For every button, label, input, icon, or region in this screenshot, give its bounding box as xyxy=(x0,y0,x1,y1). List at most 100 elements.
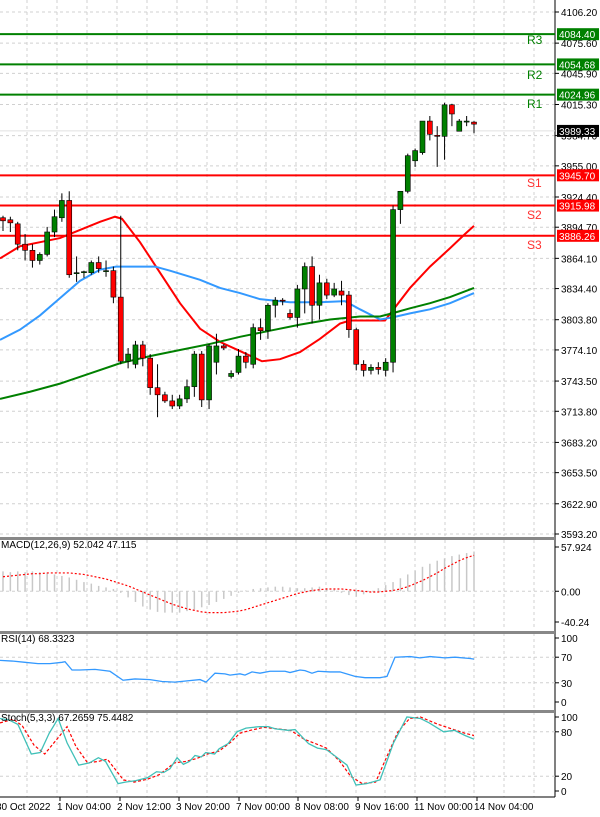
candle xyxy=(184,379,190,403)
level-label-s1: S1 xyxy=(527,176,542,190)
time-label: 14 Nov 04:00 xyxy=(474,802,534,813)
candle-body xyxy=(382,361,389,371)
price-axis[interactable]: 4106.20 4075.60 4045.90 4015.30 3984.70 3955.… xyxy=(555,8,599,541)
candle-body xyxy=(404,155,411,192)
candle-body xyxy=(279,299,286,302)
level-label-s3: S3 xyxy=(527,238,542,252)
pane-separator[interactable] xyxy=(0,710,555,713)
candle xyxy=(154,364,161,418)
candle xyxy=(235,349,242,375)
level-price-r3: 4084.40 xyxy=(559,30,596,41)
candle xyxy=(191,351,198,397)
macd-signal-line xyxy=(2,554,475,614)
candle-body xyxy=(81,271,87,273)
price-tick-label: 4075.60 xyxy=(561,39,598,50)
pane-separator[interactable] xyxy=(0,631,555,634)
candle xyxy=(338,280,345,306)
candle xyxy=(301,262,308,314)
candle xyxy=(29,244,36,268)
current-price-tag xyxy=(557,124,599,137)
price-tick-label: 3593.20 xyxy=(561,530,598,541)
macd-pane[interactable]: 57.924 0.00 -40.24 xyxy=(0,543,592,629)
candle-body xyxy=(73,272,80,274)
candle xyxy=(434,126,441,167)
candle-body xyxy=(287,313,293,318)
candle-body xyxy=(301,266,308,290)
price-pane[interactable] xyxy=(0,0,556,798)
candle xyxy=(95,256,102,273)
candle xyxy=(7,216,14,232)
grid-lines xyxy=(0,0,555,797)
candle xyxy=(257,318,264,340)
candle-body xyxy=(412,150,418,162)
candle-body xyxy=(147,357,153,388)
level-price-s1: 3945.70 xyxy=(559,171,596,182)
candle xyxy=(250,323,257,369)
price-tick-label: 3683.20 xyxy=(561,438,598,449)
candle xyxy=(66,191,73,278)
candle xyxy=(427,115,433,141)
time-label: 1 Nov 04:00 xyxy=(57,802,111,813)
candle xyxy=(316,274,323,320)
candle-body xyxy=(434,135,441,137)
candle-body xyxy=(88,262,95,273)
candle-body xyxy=(257,327,264,331)
candle xyxy=(59,193,65,222)
level-label-r1: R1 xyxy=(527,97,543,111)
candle xyxy=(353,327,360,371)
candle xyxy=(412,148,418,167)
rsi-pane[interactable]: 100 70 30 0 xyxy=(0,634,578,709)
candle xyxy=(132,340,139,369)
candle-body xyxy=(220,345,227,349)
price-tick-label: 3984.70 xyxy=(561,132,598,143)
stochastic-pane[interactable]: 100 80 20 0 xyxy=(0,713,578,798)
stoch-tick-label: 80 xyxy=(561,728,573,739)
candle-body xyxy=(162,394,168,402)
candle xyxy=(272,297,279,318)
price-tick-label: 3894.70 xyxy=(561,223,598,234)
candle xyxy=(206,343,212,410)
level-price-tag-s3 xyxy=(557,229,599,242)
rsi-tick-label: 70 xyxy=(561,653,573,664)
candle-body xyxy=(228,373,234,377)
candle xyxy=(360,360,367,377)
candle xyxy=(449,103,455,127)
candle xyxy=(81,270,87,278)
candle-body xyxy=(176,398,183,407)
candle xyxy=(73,256,80,282)
current-price-label: 3989.33 xyxy=(559,127,596,138)
macd-title: MACD(12,26,9) 52.042 47.115 xyxy=(1,540,137,551)
level-price-tag-r2 xyxy=(557,58,599,71)
level-price-tag-r3 xyxy=(557,28,599,41)
time-axis[interactable]: 30 Oct 2022 1 Nov 04:00 2 Nov 12:00 3 Nov 2… xyxy=(0,797,534,813)
time-label: 2 Nov 12:00 xyxy=(117,802,171,813)
candle xyxy=(228,370,234,379)
candle xyxy=(213,333,220,375)
price-tick-label: 3924.40 xyxy=(561,193,598,204)
time-label: 7 Nov 00:00 xyxy=(236,802,290,813)
candle-body xyxy=(22,243,28,251)
candle-body xyxy=(191,353,198,387)
macd-tick-label: -40.24 xyxy=(561,618,590,629)
pane-separator[interactable] xyxy=(0,537,555,540)
candle xyxy=(456,119,463,132)
candle xyxy=(404,153,411,194)
level-price-r2: 4054.68 xyxy=(559,60,596,71)
candle-body xyxy=(471,121,477,125)
candle xyxy=(0,215,6,231)
candle-body xyxy=(353,329,360,365)
price-tick-label: 4045.90 xyxy=(561,69,598,80)
candle xyxy=(103,260,109,277)
time-label: 9 Nov 16:00 xyxy=(355,802,409,813)
candle xyxy=(176,394,183,410)
candle xyxy=(368,364,374,375)
rsi-title: RSI(14) 68.3323 xyxy=(1,634,75,645)
price-tick-label: 4015.30 xyxy=(561,100,598,111)
candle-body xyxy=(29,250,36,261)
candle xyxy=(169,394,176,410)
candle-body xyxy=(44,231,50,255)
candle xyxy=(220,343,227,351)
rsi-tick-label: 30 xyxy=(561,679,573,690)
